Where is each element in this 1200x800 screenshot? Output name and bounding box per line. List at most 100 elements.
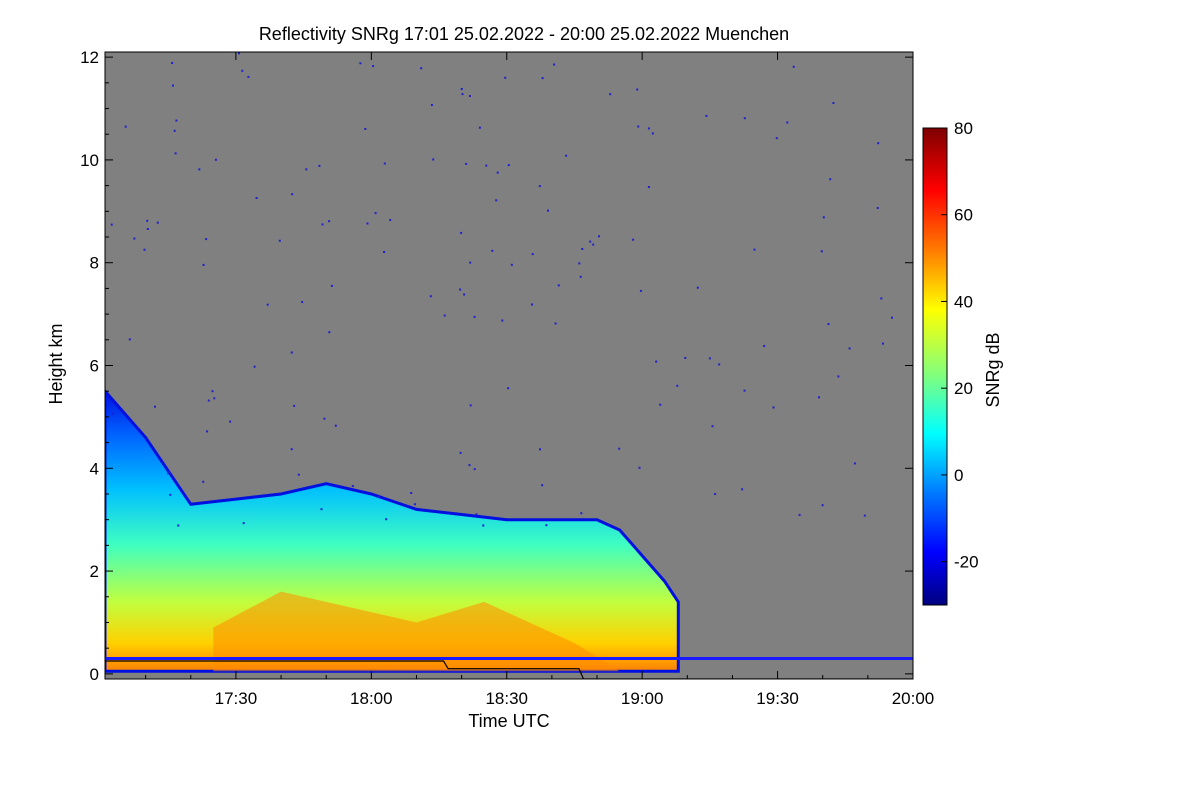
noise-pixel xyxy=(213,397,216,400)
y-tick-label: 2 xyxy=(90,562,99,581)
noise-pixel xyxy=(473,315,476,318)
noise-pixel xyxy=(553,63,556,66)
noise-pixel xyxy=(364,128,367,130)
noise-pixel xyxy=(647,186,650,188)
noise-pixel xyxy=(485,164,488,167)
noise-pixel xyxy=(684,356,687,359)
noise-pixel xyxy=(321,223,324,226)
x-axis-label: Time UTC xyxy=(468,711,549,731)
noise-pixel xyxy=(827,323,830,326)
noise-pixel xyxy=(168,471,171,474)
noise-pixel xyxy=(429,295,432,298)
noise-pixel xyxy=(651,132,654,135)
noise-pixel xyxy=(580,512,583,515)
noise-pixel xyxy=(202,480,205,483)
noise-pixel xyxy=(786,121,789,124)
noise-pixel xyxy=(539,448,541,451)
noise-pixel xyxy=(383,162,386,165)
noise-pixel xyxy=(696,286,699,289)
noise-pixel xyxy=(385,518,388,521)
noise-pixel xyxy=(581,248,584,250)
noise-pixel xyxy=(496,171,499,174)
noise-pixel xyxy=(169,493,172,496)
noise-pixel xyxy=(718,363,721,366)
noise-pixel xyxy=(146,228,149,230)
noise-pixel xyxy=(763,345,766,347)
noise-pixel xyxy=(247,75,250,78)
chart-title: Reflectivity SNRg 17:01 25.02.2022 - 20:… xyxy=(259,24,789,44)
noise-pixel xyxy=(863,514,866,517)
noise-pixel xyxy=(110,223,113,226)
noise-pixel xyxy=(214,158,217,161)
noise-pixel xyxy=(547,209,549,212)
y-tick-label: 10 xyxy=(80,151,99,170)
noise-pixel xyxy=(320,508,323,511)
noise-pixel xyxy=(554,322,557,325)
noise-pixel xyxy=(328,331,331,334)
noise-pixel xyxy=(351,485,354,487)
noise-pixel xyxy=(848,347,851,350)
noise-pixel xyxy=(111,412,114,415)
noise-pixel xyxy=(741,488,744,491)
noise-pixel xyxy=(430,104,433,106)
noise-pixel xyxy=(714,493,717,495)
noise-pixel xyxy=(124,125,127,128)
noise-pixel xyxy=(443,314,446,317)
noise-pixel xyxy=(172,84,174,87)
noise-pixel xyxy=(374,212,377,215)
noise-pixel xyxy=(334,424,337,427)
noise-pixel xyxy=(359,62,362,65)
noise-pixel xyxy=(478,126,481,129)
noise-pixel xyxy=(278,239,281,242)
noise-pixel xyxy=(293,404,296,407)
noise-pixel xyxy=(253,365,256,368)
noise-pixel xyxy=(676,384,679,387)
noise-pixel xyxy=(708,357,711,360)
noise-pixel xyxy=(432,158,435,161)
noise-pixel xyxy=(173,129,176,132)
echo-region xyxy=(105,391,679,672)
noise-pixel xyxy=(491,249,494,252)
colorbar-axis: -20 0 20 40 60 80 xyxy=(941,119,979,572)
noise-pixel xyxy=(557,284,560,287)
reflectivity-field xyxy=(105,52,913,679)
noise-pixel xyxy=(659,403,662,406)
noise-pixel xyxy=(772,406,775,409)
noise-pixel xyxy=(637,125,640,128)
noise-pixel xyxy=(238,52,240,55)
noise-pixel xyxy=(821,504,824,507)
noise-pixel xyxy=(420,67,423,70)
noise-pixel xyxy=(463,293,466,296)
noise-pixel xyxy=(639,289,642,292)
noise-pixel xyxy=(655,360,658,363)
x-tick-label: 18:30 xyxy=(485,689,528,708)
colorbar-tick-label: 0 xyxy=(954,466,963,485)
noise-pixel xyxy=(877,142,880,145)
noise-pixel xyxy=(473,468,476,471)
noise-pixel xyxy=(205,238,208,241)
noise-pixel xyxy=(775,137,778,140)
noise-pixel xyxy=(465,162,468,165)
noise-pixel xyxy=(592,243,595,246)
noise-pixel xyxy=(290,448,293,451)
noise-pixel xyxy=(318,164,321,167)
noise-pixel xyxy=(545,524,548,527)
noise-pixel xyxy=(460,88,463,90)
noise-pixel xyxy=(475,513,478,516)
noise-pixel xyxy=(305,168,308,171)
y-tick-label: 12 xyxy=(80,48,99,67)
noise-pixel xyxy=(507,164,510,167)
noise-pixel xyxy=(647,127,650,130)
noise-pixel xyxy=(538,185,541,188)
noise-pixel xyxy=(366,222,369,225)
noise-pixel xyxy=(565,154,568,157)
noise-pixel xyxy=(461,93,464,96)
noise-pixel xyxy=(301,301,304,303)
noise-pixel xyxy=(822,216,825,219)
noise-pixel xyxy=(143,248,146,251)
noise-pixel xyxy=(820,250,823,253)
noise-pixel xyxy=(323,417,326,420)
noise-pixel xyxy=(156,221,159,224)
y-tick-label: 0 xyxy=(90,665,99,684)
